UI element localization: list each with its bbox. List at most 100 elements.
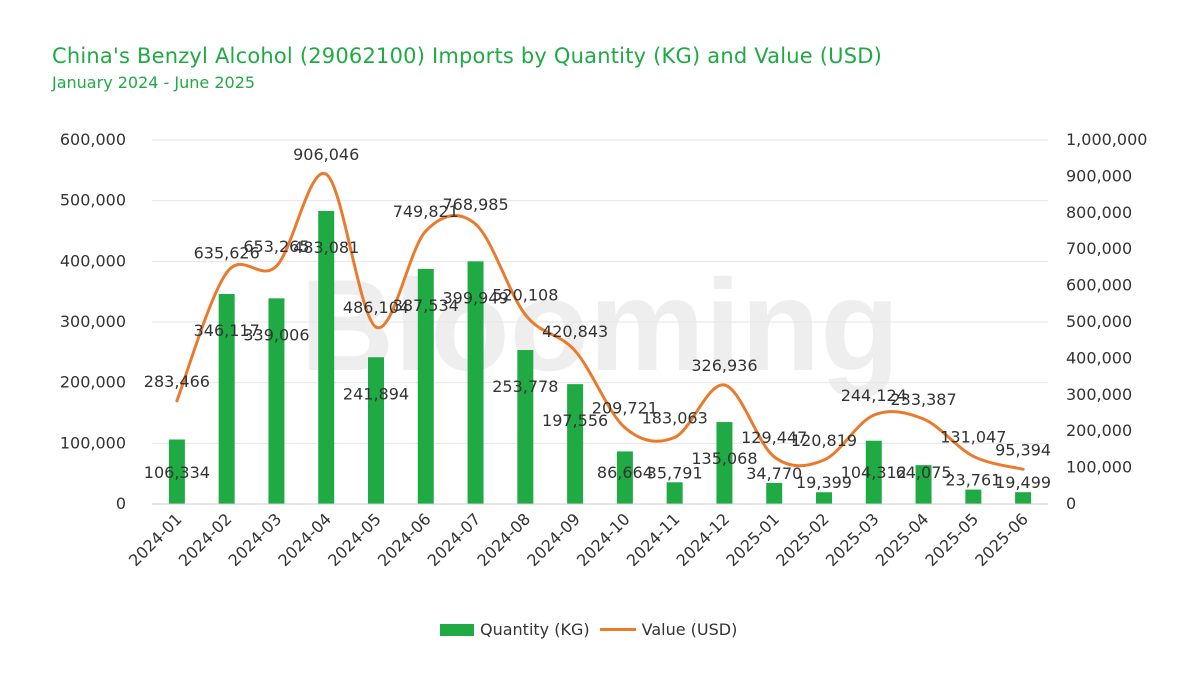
line-point (573, 349, 577, 353)
x-tick-label: 2024-11 (623, 509, 684, 570)
bar (168, 439, 185, 504)
legend-bar-swatch (440, 623, 474, 636)
line-point (623, 426, 627, 430)
legend: Quantity (KG) Value (USD) (440, 620, 737, 639)
x-tick-label: 2025-06 (971, 509, 1032, 570)
bar-value-label: 346,117 (194, 321, 260, 340)
bar-value-label: 241,894 (343, 384, 409, 403)
line-point (374, 325, 378, 329)
line-point (1021, 467, 1025, 471)
bar (218, 294, 235, 504)
line-value-label: 120,819 (791, 431, 857, 450)
line-point (523, 313, 527, 317)
legend-item-quantity[interactable]: Quantity (KG) (440, 620, 590, 639)
y-left-tick-label: 600,000 (60, 130, 126, 149)
x-tick-label: 2025-04 (872, 509, 933, 570)
y-right-tick-label: 1,000,000 (1066, 130, 1147, 149)
line-value-label: 233,387 (890, 390, 956, 409)
bar (816, 492, 832, 504)
y-right-tick-label: 300,000 (1066, 385, 1132, 404)
y-right-tick-label: 700,000 (1066, 239, 1132, 258)
bar-value-label: 23,761 (945, 471, 1001, 490)
bar (517, 350, 534, 504)
line-point (474, 222, 478, 226)
y-right-tick-label: 0 (1066, 494, 1076, 513)
line-value-label: 129,447 (741, 428, 807, 447)
line-value-label: 283,466 (144, 372, 210, 391)
x-tick-label: 2024-03 (225, 509, 286, 570)
line-value-label: 749,821 (393, 202, 459, 221)
line-series (175, 172, 1025, 471)
bar-value-label: 34,770 (746, 464, 802, 483)
x-tick-label: 2024-10 (573, 509, 634, 570)
y-right-tick-label: 100,000 (1066, 458, 1132, 477)
watermark-text: Blooming (300, 252, 899, 398)
bar-value-label: 387,534 (393, 296, 459, 315)
line-point (424, 229, 428, 233)
bar (616, 451, 633, 504)
bar (1015, 492, 1032, 504)
y-right-tick-label: 900,000 (1066, 166, 1132, 185)
legend-label-value: Value (USD) (641, 620, 738, 639)
x-tick-label: 2024-09 (523, 509, 584, 570)
bar (567, 384, 584, 504)
line-point (971, 454, 975, 458)
x-tick-label: 2025-03 (822, 509, 883, 570)
y-left-tick-label: 200,000 (60, 373, 126, 392)
line-value-label: 653,265 (243, 237, 309, 256)
x-tick-label: 2024-02 (175, 509, 236, 570)
bar-value-label: 64,075 (896, 463, 952, 482)
bar-value-label: 86,664 (597, 463, 653, 482)
y-right-tick-label: 800,000 (1066, 203, 1132, 222)
line-point (772, 455, 776, 459)
line-value-label: 95,394 (995, 440, 1051, 459)
line-value-label: 326,936 (691, 356, 757, 375)
line-value-label: 486,104 (343, 298, 409, 317)
bar (666, 482, 683, 504)
bar (865, 440, 882, 504)
y-left-tick-label: 100,000 (60, 433, 126, 452)
bar-value-label: 135,068 (691, 449, 757, 468)
bar (766, 482, 783, 504)
line-point (324, 172, 328, 176)
line-value-label: 131,047 (940, 427, 1006, 446)
line-point (225, 271, 229, 275)
x-tick-label: 2024-05 (324, 509, 385, 570)
line-value-label: 209,721 (592, 399, 658, 418)
line-point (872, 413, 876, 417)
x-tick-label: 2024-12 (673, 509, 734, 570)
x-tick-label: 2024-01 (125, 509, 186, 570)
line-value-label: 520,108 (492, 286, 558, 305)
bar (915, 465, 932, 504)
y-right-tick-label: 400,000 (1066, 348, 1132, 367)
bar-value-label: 19,399 (796, 473, 852, 492)
y-left-tick-label: 300,000 (60, 312, 126, 331)
bar-value-label: 483,081 (293, 238, 359, 257)
bar-value-label: 19,499 (995, 473, 1051, 492)
bar (417, 268, 434, 504)
y-right-tick-label: 200,000 (1066, 421, 1132, 440)
line-point (922, 417, 926, 421)
value-line (175, 172, 1024, 471)
line-point (274, 264, 278, 268)
bar-value-label: 339,006 (243, 325, 309, 344)
bar-series (168, 210, 1032, 505)
x-tick-label: 2024-08 (473, 509, 534, 570)
line-point (673, 435, 677, 439)
legend-item-value[interactable]: Value (USD) (599, 620, 738, 639)
bar (318, 210, 335, 505)
y-right-tick-label: 500,000 (1066, 312, 1132, 331)
y-left-tick-label: 0 (116, 494, 126, 513)
bar (467, 261, 484, 504)
y-right-tick-label: 600,000 (1066, 276, 1132, 295)
line-value-label: 906,046 (293, 145, 359, 164)
bar-value-label: 253,778 (492, 377, 558, 396)
line-value-label: 244,124 (841, 386, 907, 405)
x-tick-label: 2025-01 (722, 509, 783, 570)
line-point (175, 399, 179, 403)
x-tick-label: 2025-02 (772, 509, 833, 570)
chart-title: China's Benzyl Alcohol (29062100) Import… (52, 44, 883, 68)
legend-label-quantity: Quantity (KG) (480, 620, 590, 639)
